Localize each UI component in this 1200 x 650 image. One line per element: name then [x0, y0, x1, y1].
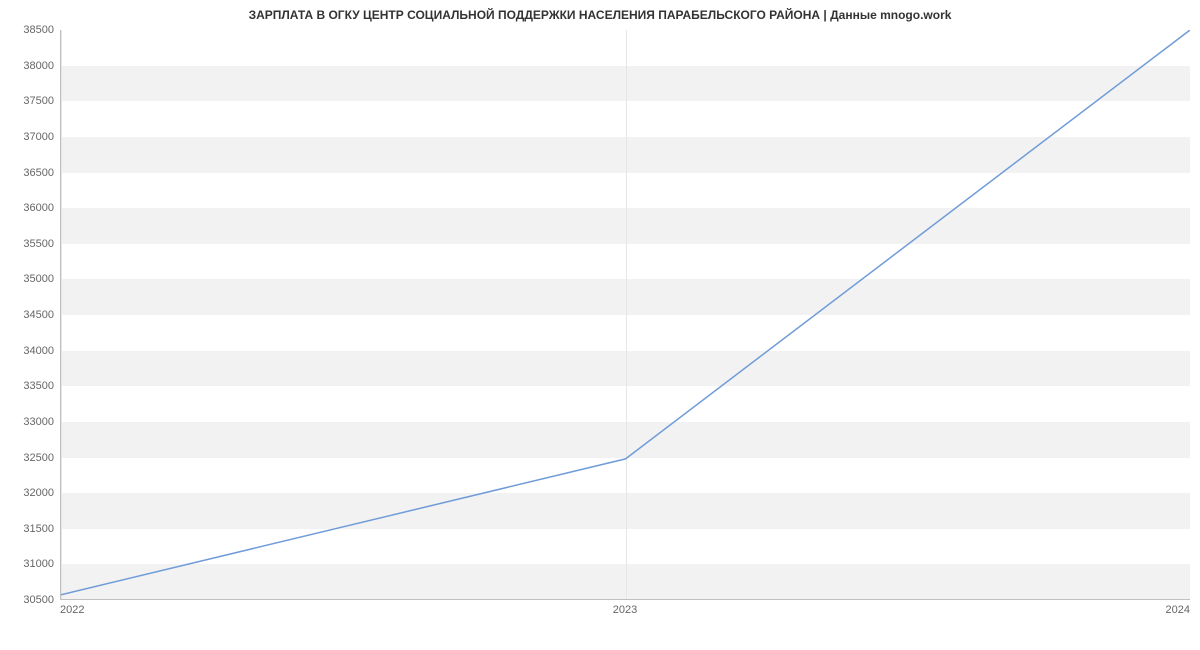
y-axis-label: 32000: [4, 487, 54, 499]
y-axis-label: 34500: [4, 309, 54, 321]
chart-title: ЗАРПЛАТА В ОГКУ ЦЕНТР СОЦИАЛЬНОЙ ПОДДЕРЖ…: [0, 8, 1200, 22]
plot-area: [60, 30, 1190, 600]
line-series-layer: [61, 30, 1190, 599]
y-axis-label: 37000: [4, 131, 54, 143]
y-axis-label: 35000: [4, 273, 54, 285]
y-axis-label: 37500: [4, 95, 54, 107]
y-axis-label: 31500: [4, 523, 54, 535]
data-line: [61, 30, 1190, 595]
x-axis-label: 2022: [60, 604, 84, 616]
y-axis-label: 38500: [4, 24, 54, 36]
y-axis-label: 36500: [4, 167, 54, 179]
y-axis-label: 33000: [4, 416, 54, 428]
y-axis-label: 31000: [4, 558, 54, 570]
salary-line-chart: ЗАРПЛАТА В ОГКУ ЦЕНТР СОЦИАЛЬНОЙ ПОДДЕРЖ…: [0, 0, 1200, 650]
y-axis-label: 36000: [4, 202, 54, 214]
y-axis-label: 35500: [4, 238, 54, 250]
y-axis-label: 38000: [4, 60, 54, 72]
y-axis-label: 34000: [4, 345, 54, 357]
x-axis-label: 2023: [613, 604, 637, 616]
x-axis-label: 2024: [1166, 604, 1190, 616]
y-axis-label: 32500: [4, 452, 54, 464]
y-axis-label: 33500: [4, 380, 54, 392]
y-axis-label: 30500: [4, 594, 54, 606]
